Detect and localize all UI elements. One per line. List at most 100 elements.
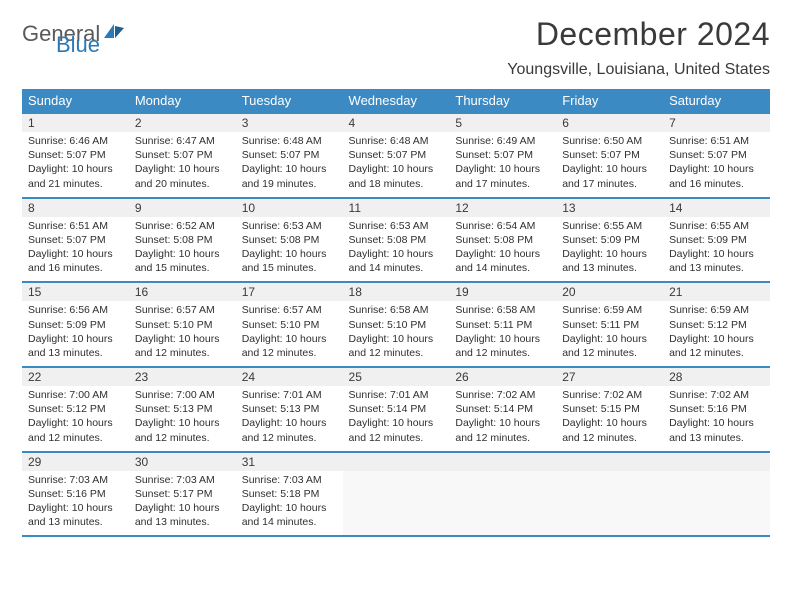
daynum-cell: 20 <box>556 282 663 301</box>
week-1-content: Sunrise: 6:51 AMSunset: 5:07 PMDaylight:… <box>22 217 770 283</box>
day-content-cell: Sunrise: 6:57 AMSunset: 5:10 PMDaylight:… <box>129 301 236 367</box>
day-content-cell: Sunrise: 7:03 AMSunset: 5:18 PMDaylight:… <box>236 471 343 537</box>
daynum-cell: 13 <box>556 198 663 217</box>
daylight-line: Daylight: 10 hours and 12 minutes. <box>669 332 764 360</box>
sunset-line: Sunset: 5:10 PM <box>242 318 337 332</box>
day-content-cell: Sunrise: 7:02 AMSunset: 5:15 PMDaylight:… <box>556 386 663 452</box>
week-3-content: Sunrise: 7:00 AMSunset: 5:12 PMDaylight:… <box>22 386 770 452</box>
sunset-line: Sunset: 5:11 PM <box>455 318 550 332</box>
day-content-cell: Sunrise: 6:50 AMSunset: 5:07 PMDaylight:… <box>556 132 663 198</box>
day-content-cell: Sunrise: 7:03 AMSunset: 5:17 PMDaylight:… <box>129 471 236 537</box>
day-number: 16 <box>135 285 148 299</box>
sunrise-line: Sunrise: 6:57 AM <box>242 303 337 317</box>
daylight-line: Daylight: 10 hours and 13 minutes. <box>669 247 764 275</box>
sunrise-line: Sunrise: 7:03 AM <box>28 473 123 487</box>
day-content-cell: Sunrise: 7:02 AMSunset: 5:16 PMDaylight:… <box>663 386 770 452</box>
daynum-cell: 1 <box>22 113 129 132</box>
day-content-cell <box>449 471 556 537</box>
week-2-numbers: 15161718192021 <box>22 282 770 301</box>
week-0-content: Sunrise: 6:46 AM Sunset: 5:07 PM Daylight:… <box>22 132 770 198</box>
sunrise-line: Sunrise: 6:58 AM <box>455 303 550 317</box>
daylight-line: Daylight: 10 hours and 15 minutes. <box>135 247 230 275</box>
sunset-line: Sunset: 5:07 PM <box>135 148 230 162</box>
sunset-line: Sunset: 5:09 PM <box>562 233 657 247</box>
sunrise-line: Sunrise: 6:48 AM <box>242 134 337 148</box>
daylight-line: Daylight: 10 hours and 13 minutes. <box>669 416 764 444</box>
sunrise-line: Sunrise: 6:54 AM <box>455 219 550 233</box>
day-number: 17 <box>242 285 255 299</box>
week-3-numbers: 22232425262728 <box>22 367 770 386</box>
daylight-line: Daylight: 10 hours and 12 minutes. <box>562 416 657 444</box>
daynum-cell: 25 <box>343 367 450 386</box>
daynum-cell: 18 <box>343 282 450 301</box>
daynum-cell: 14 <box>663 198 770 217</box>
day-content-cell: Sunrise: 6:55 AMSunset: 5:09 PMDaylight:… <box>663 217 770 283</box>
daylight-line: Daylight: 10 hours and 12 minutes. <box>562 332 657 360</box>
dayname-thursday: Thursday <box>449 89 556 113</box>
sunrise-line: Sunrise: 6:59 AM <box>669 303 764 317</box>
day-content-cell: Sunrise: 7:02 AMSunset: 5:14 PMDaylight:… <box>449 386 556 452</box>
sunrise-line: Sunrise: 7:01 AM <box>349 388 444 402</box>
day-content-cell: Sunrise: 7:01 AMSunset: 5:14 PMDaylight:… <box>343 386 450 452</box>
sunset-line: Sunset: 5:09 PM <box>28 318 123 332</box>
week-4-content: Sunrise: 7:03 AMSunset: 5:16 PMDaylight:… <box>22 471 770 537</box>
sunset-line: Sunset: 5:10 PM <box>349 318 444 332</box>
sunset-line: Sunset: 5:11 PM <box>562 318 657 332</box>
day-content-cell: Sunrise: 6:56 AMSunset: 5:09 PMDaylight:… <box>22 301 129 367</box>
sunrise-line: Sunrise: 6:52 AM <box>135 219 230 233</box>
daynum-cell <box>663 452 770 471</box>
sunset-line: Sunset: 5:07 PM <box>562 148 657 162</box>
daylight-line: Daylight: 10 hours and 12 minutes. <box>455 332 550 360</box>
daynum-cell: 22 <box>22 367 129 386</box>
sunset-line: Sunset: 5:15 PM <box>562 402 657 416</box>
sunset-line: Sunset: 5:09 PM <box>669 233 764 247</box>
sunrise-line: Sunrise: 7:00 AM <box>135 388 230 402</box>
dayname-friday: Friday <box>556 89 663 113</box>
sunrise-line: Sunrise: 6:46 AM <box>28 134 123 148</box>
daynum-cell: 11 <box>343 198 450 217</box>
day-content-cell: Sunrise: 6:51 AMSunset: 5:07 PMDaylight:… <box>663 132 770 198</box>
daynum-cell: 2 <box>129 113 236 132</box>
day-number: 4 <box>349 116 356 130</box>
sunset-line: Sunset: 5:07 PM <box>28 233 123 247</box>
title-block: December 2024 Youngsville, Louisiana, Un… <box>507 16 770 79</box>
day-number: 24 <box>242 370 255 384</box>
day-number: 12 <box>455 201 468 215</box>
daynum-cell: 17 <box>236 282 343 301</box>
day-number: 13 <box>562 201 575 215</box>
day-number: 10 <box>242 201 255 215</box>
day-number: 28 <box>669 370 682 384</box>
daylight-line: Daylight: 10 hours and 12 minutes. <box>242 416 337 444</box>
sunrise-line: Sunrise: 7:02 AM <box>455 388 550 402</box>
day-number: 6 <box>562 116 569 130</box>
day-content-cell: Sunrise: 7:03 AMSunset: 5:16 PMDaylight:… <box>22 471 129 537</box>
week-1-numbers: 891011121314 <box>22 198 770 217</box>
sunset-line: Sunset: 5:08 PM <box>349 233 444 247</box>
sunset-line: Sunset: 5:12 PM <box>669 318 764 332</box>
daynum-cell: 31 <box>236 452 343 471</box>
daynum-cell: 19 <box>449 282 556 301</box>
sunset-line: Sunset: 5:08 PM <box>135 233 230 247</box>
day-number: 7 <box>669 116 676 130</box>
daynum-cell: 8 <box>22 198 129 217</box>
daylight-line: Daylight: 10 hours and 17 minutes. <box>455 162 550 190</box>
daylight-line: Daylight: 10 hours and 21 minutes. <box>28 162 123 190</box>
daynum-cell: 7 <box>663 113 770 132</box>
dayname-monday: Monday <box>129 89 236 113</box>
day-number: 8 <box>28 201 35 215</box>
sunrise-line: Sunrise: 6:58 AM <box>349 303 444 317</box>
day-content-cell: Sunrise: 6:47 AMSunset: 5:07 PMDaylight:… <box>129 132 236 198</box>
day-number: 31 <box>242 455 255 469</box>
day-number: 29 <box>28 455 41 469</box>
daylight-line: Daylight: 10 hours and 18 minutes. <box>349 162 444 190</box>
sunrise-line: Sunrise: 7:01 AM <box>242 388 337 402</box>
daylight-line: Daylight: 10 hours and 12 minutes. <box>242 332 337 360</box>
day-number: 19 <box>455 285 468 299</box>
sunrise-line: Sunrise: 7:03 AM <box>135 473 230 487</box>
sunrise-line: Sunrise: 6:53 AM <box>242 219 337 233</box>
sunrise-line: Sunrise: 6:55 AM <box>669 219 764 233</box>
daylight-line: Daylight: 10 hours and 13 minutes. <box>28 332 123 360</box>
sunrise-line: Sunrise: 7:03 AM <box>242 473 337 487</box>
daylight-line: Daylight: 10 hours and 13 minutes. <box>562 247 657 275</box>
daynum-cell: 15 <box>22 282 129 301</box>
